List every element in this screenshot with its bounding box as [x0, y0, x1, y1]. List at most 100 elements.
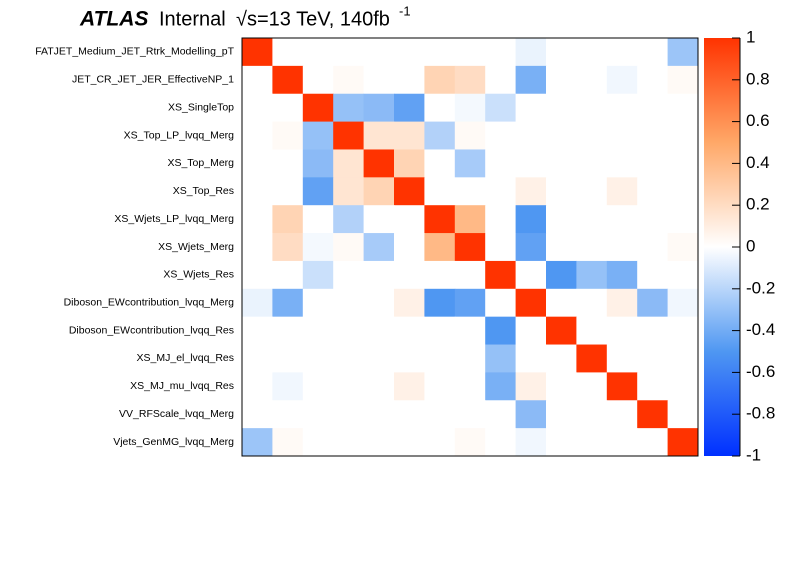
cell	[363, 400, 395, 429]
cell	[515, 400, 547, 429]
cell	[576, 121, 608, 150]
cell	[485, 344, 517, 373]
cell	[424, 400, 456, 429]
cell	[454, 288, 486, 318]
cell	[637, 65, 669, 95]
cell	[637, 344, 669, 373]
cell	[424, 233, 456, 262]
cell	[606, 428, 638, 457]
y-tick-label: XS_MJ_mu_lvqq_Res	[130, 380, 234, 392]
cell	[394, 38, 425, 67]
cell	[454, 38, 486, 67]
cell	[576, 205, 608, 234]
cell	[546, 260, 577, 290]
cell	[394, 65, 425, 95]
cell	[333, 428, 365, 457]
cell	[667, 149, 699, 178]
cell	[637, 260, 669, 290]
cell	[606, 177, 638, 206]
cell	[576, 38, 608, 67]
colorbar-tick-label: 0.2	[746, 195, 770, 214]
cell	[394, 288, 425, 318]
cell	[637, 121, 669, 150]
cell	[302, 288, 334, 318]
cell	[485, 177, 517, 206]
cell	[606, 149, 638, 178]
status-label: Internal	[159, 8, 226, 30]
cell	[272, 38, 304, 67]
cell	[485, 93, 517, 123]
cell	[637, 316, 669, 346]
cell	[333, 205, 365, 234]
cell	[424, 316, 456, 346]
y-tick-label: XS_Wjets_Res	[163, 269, 234, 281]
cell	[302, 260, 334, 290]
x-tick-label: XS_MJ_mu_lvqq_Res	[616, 462, 628, 566]
cell	[667, 428, 699, 457]
cell	[424, 260, 456, 290]
cell	[576, 316, 608, 346]
cell	[302, 428, 334, 457]
x-tick-label: XS_Wjets_Res	[494, 462, 506, 533]
cell	[333, 316, 365, 346]
colorbar-tick-label: 0	[746, 236, 755, 255]
cell	[424, 372, 456, 401]
colorbar-tick-label: 0.8	[746, 69, 770, 88]
cell	[576, 93, 608, 123]
cell	[272, 372, 304, 401]
cell	[606, 372, 638, 401]
cell	[515, 93, 547, 123]
cell	[333, 177, 365, 206]
cell	[546, 121, 577, 150]
x-tick-label: XS_Top_Merg	[373, 462, 385, 529]
cell	[363, 428, 395, 457]
cell	[333, 260, 365, 290]
cell	[515, 288, 547, 318]
cell	[546, 288, 577, 318]
cell	[302, 65, 334, 95]
cell	[424, 121, 456, 150]
cell	[606, 233, 638, 262]
y-tick-label: XS_Wjets_LP_lvqq_Merg	[114, 213, 234, 225]
lumi-exponent: -1	[399, 3, 411, 18]
cell	[667, 316, 699, 346]
cell	[515, 260, 547, 290]
cell	[546, 400, 577, 429]
cell	[242, 205, 273, 234]
cell	[515, 233, 547, 262]
cell	[394, 260, 425, 290]
cell	[454, 260, 486, 290]
cell	[485, 400, 517, 429]
cell	[333, 372, 365, 401]
cell	[302, 205, 334, 234]
cell	[333, 344, 365, 373]
cell	[302, 400, 334, 429]
x-tick-label: XS_MJ_el_lvqq_Res	[585, 462, 597, 559]
cell	[667, 38, 699, 67]
colorbar-tick-label: -1	[746, 445, 761, 464]
x-tick-label: Diboson_EWcontribution_lvqq_Merg	[525, 462, 537, 572]
y-tick-label: XS_Top_Merg	[167, 157, 234, 169]
cell	[606, 260, 638, 290]
cell	[242, 428, 273, 457]
cell	[242, 372, 273, 401]
cell	[454, 121, 486, 150]
cell	[333, 65, 365, 95]
cell	[394, 93, 425, 123]
cell	[363, 149, 395, 178]
cell	[302, 149, 334, 178]
cell	[606, 121, 638, 150]
cell	[394, 177, 425, 206]
x-tick-label: XS_Wjets_Merg	[464, 462, 476, 538]
cell	[606, 38, 638, 67]
x-tick-label: Vjets_GenMG_lvqq_Merg	[677, 462, 689, 572]
cell	[272, 316, 304, 346]
cell	[485, 149, 517, 178]
cell	[242, 38, 273, 67]
colorbar-tick-label: -0.2	[746, 278, 775, 297]
cell	[242, 177, 273, 206]
cell	[454, 316, 486, 346]
cell	[485, 121, 517, 150]
cell	[394, 428, 425, 457]
cell	[576, 288, 608, 318]
